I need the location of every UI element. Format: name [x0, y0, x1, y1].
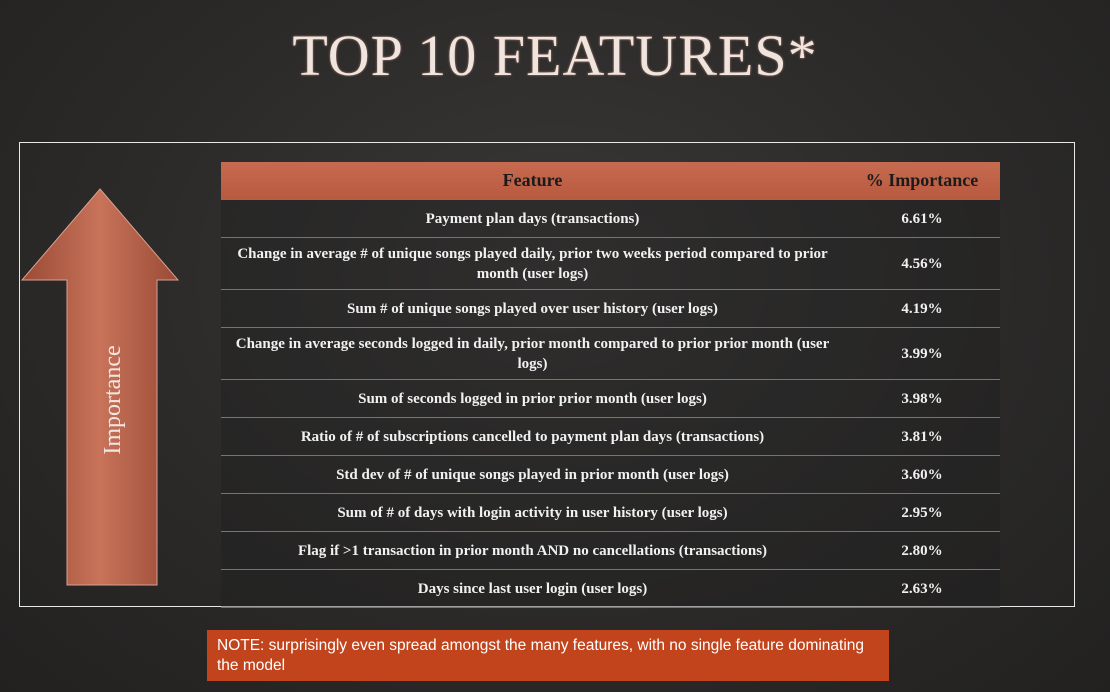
slide-title: TOP 10 FEATURES*: [292, 23, 818, 88]
feature-cell: Change in average seconds logged in dail…: [221, 327, 844, 380]
table-row: Change in average # of unique songs play…: [221, 237, 1000, 290]
table-row: Std dev of # of unique songs played in p…: [221, 455, 1000, 494]
importance-cell: 2.80%: [844, 531, 1000, 570]
feature-cell: Std dev of # of unique songs played in p…: [221, 455, 844, 494]
features-table: Feature % Importance Payment plan days (…: [221, 162, 1000, 608]
importance-cell: 3.99%: [844, 327, 1000, 380]
table-row: Days since last user login (user logs) 2…: [221, 569, 1000, 608]
feature-cell: Payment plan days (transactions): [221, 199, 844, 238]
importance-cell: 6.61%: [844, 199, 1000, 238]
feature-cell: Days since last user login (user logs): [221, 569, 844, 608]
feature-cell: Ratio of # of subscriptions cancelled to…: [221, 417, 844, 456]
importance-cell: 3.60%: [844, 455, 1000, 494]
feature-cell: Flag if >1 transaction in prior month AN…: [221, 531, 844, 570]
feature-cell: Change in average # of unique songs play…: [221, 237, 844, 290]
importance-arrow-icon: [20, 188, 180, 586]
feature-cell: Sum # of unique songs played over user h…: [221, 289, 844, 328]
table-row: Change in average seconds logged in dail…: [221, 327, 1000, 380]
feature-cell: Sum of seconds logged in prior prior mon…: [221, 379, 844, 418]
table-row: Sum of seconds logged in prior prior mon…: [221, 379, 1000, 418]
header-importance: % Importance: [844, 162, 1000, 200]
table-row: Sum of # of days with login activity in …: [221, 493, 1000, 532]
importance-cell: 2.95%: [844, 493, 1000, 532]
arrow-label: Importance: [100, 345, 126, 455]
feature-cell: Sum of # of days with login activity in …: [221, 493, 844, 532]
table-row: Flag if >1 transaction in prior month AN…: [221, 531, 1000, 570]
importance-cell: 2.63%: [844, 569, 1000, 608]
table-header-row: Feature % Importance: [221, 162, 1000, 200]
importance-cell: 3.98%: [844, 379, 1000, 418]
note-box: NOTE: surprisingly even spread amongst t…: [207, 630, 889, 681]
importance-cell: 4.19%: [844, 289, 1000, 328]
header-feature: Feature: [221, 162, 844, 200]
importance-cell: 3.81%: [844, 417, 1000, 456]
importance-cell: 4.56%: [844, 237, 1000, 290]
table-row: Payment plan days (transactions) 6.61%: [221, 199, 1000, 238]
table-row: Sum # of unique songs played over user h…: [221, 289, 1000, 328]
table-row: Ratio of # of subscriptions cancelled to…: [221, 417, 1000, 456]
